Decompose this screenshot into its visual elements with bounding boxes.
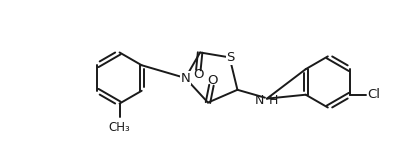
Text: Cl: Cl: [368, 88, 381, 101]
Text: O: O: [207, 74, 218, 87]
Text: N: N: [255, 94, 264, 107]
Text: O: O: [193, 68, 204, 81]
Text: CH₃: CH₃: [109, 121, 131, 134]
Text: H: H: [269, 94, 278, 107]
Text: S: S: [226, 51, 235, 64]
Text: N: N: [180, 71, 190, 84]
